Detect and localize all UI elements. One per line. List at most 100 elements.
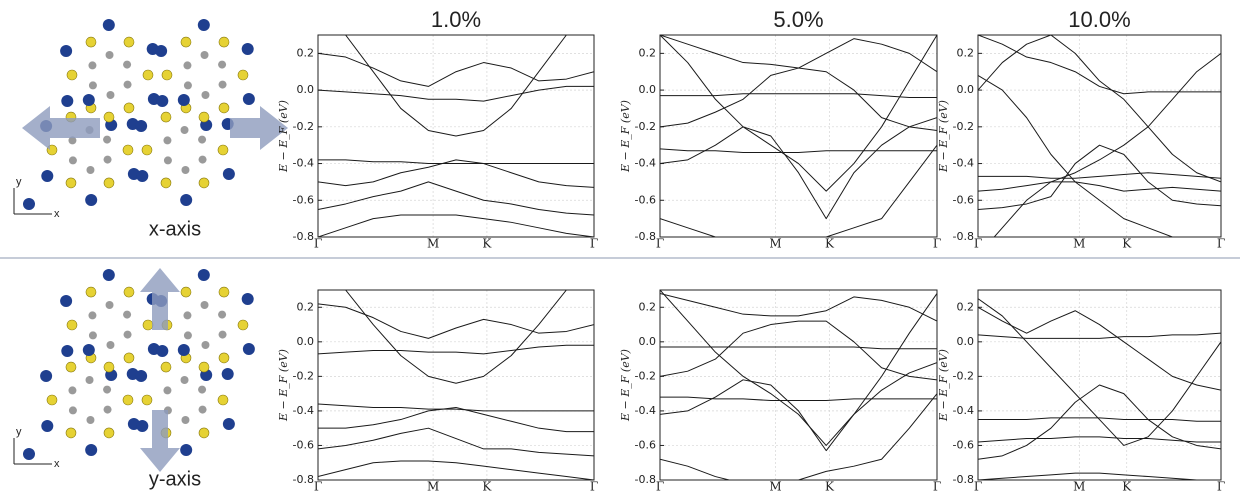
x-tick-label: Γ	[933, 237, 941, 251]
band-line	[978, 385, 1221, 459]
atom-c	[183, 311, 191, 319]
bands	[660, 290, 937, 483]
atom-c	[69, 156, 77, 164]
atom-metal	[40, 370, 52, 382]
bands	[660, 35, 937, 246]
y-tick-label: -0.2	[635, 369, 656, 382]
atom-metal	[83, 344, 95, 356]
panel: 0.20.0-0.2-0.4-0.6-0.8ΓMKΓ5.0%E − E_F (e…	[619, 7, 941, 251]
atom-s	[124, 103, 134, 113]
atom-metal	[41, 420, 53, 432]
atom-c	[183, 61, 191, 69]
band-line	[978, 299, 1221, 446]
atom-c	[184, 331, 192, 339]
atom-c	[88, 61, 96, 69]
atom-metal	[198, 269, 210, 281]
atom-metal	[156, 345, 168, 357]
atom-s	[142, 145, 152, 155]
band-line	[660, 394, 937, 484]
atom-metal	[103, 269, 115, 281]
band-line	[978, 173, 1221, 179]
atom-metal	[243, 343, 255, 355]
x-tick-label: M	[427, 480, 439, 494]
y-tick-label: -0.6	[293, 438, 314, 451]
atom-c	[124, 81, 132, 89]
atom-metal	[135, 370, 147, 382]
atom-metal	[223, 418, 235, 430]
y-tick-label: -0.8	[293, 230, 314, 243]
x-tick-label: Γ	[590, 480, 598, 494]
band-line	[318, 53, 594, 86]
atom-s	[219, 287, 229, 297]
x-tick-label: M	[1073, 480, 1085, 494]
band-line	[660, 290, 937, 445]
atom-c	[218, 311, 226, 319]
atom-s	[142, 395, 152, 405]
y-tick-label: 0.2	[639, 46, 657, 59]
plot-frame	[978, 35, 1221, 237]
band-line	[318, 461, 594, 480]
plot-frame	[318, 290, 594, 480]
y-tick-label: -0.8	[293, 473, 314, 486]
atom-s	[219, 353, 229, 363]
band-line	[660, 118, 937, 219]
atom-legend	[23, 198, 35, 210]
y-axis-label: E − E_F (eV)	[937, 349, 950, 422]
panel-title: 5.0%	[773, 7, 823, 32]
atom-s	[219, 103, 229, 113]
band-line	[318, 215, 594, 237]
atom-c	[181, 416, 189, 424]
band-line	[660, 347, 937, 349]
atom-metal	[198, 19, 210, 31]
atom-c	[164, 156, 172, 164]
atom-metal	[178, 344, 190, 356]
x-tick-label: Γ	[656, 480, 664, 494]
atom-s	[238, 320, 248, 330]
atom-metal	[222, 368, 234, 380]
y-tick-label: -0.4	[635, 157, 656, 170]
atom-c	[201, 51, 209, 59]
x-tick-label: Γ	[590, 237, 598, 251]
row-label: x-axis	[149, 218, 201, 240]
band-line	[978, 182, 1221, 191]
y-axis-label: E − E_F (eV)	[277, 349, 290, 422]
atom-s	[104, 112, 114, 122]
atom-legend	[23, 448, 35, 460]
atom-c	[199, 406, 207, 414]
band-line	[978, 75, 1221, 255]
atom-c	[218, 61, 226, 69]
y-tick-label: 0.2	[639, 300, 657, 313]
atom-s	[162, 70, 172, 80]
panel: 0.20.0-0.2-0.4-0.6-0.8ΓMKΓ10.0%E − E_F (…	[937, 7, 1225, 256]
atom-metal	[178, 94, 190, 106]
x-tick-label: Γ	[656, 237, 664, 251]
x-tick-label: M	[769, 237, 781, 251]
atom-s	[67, 320, 77, 330]
axis-x-label: x	[54, 208, 60, 220]
atom-s	[67, 70, 77, 80]
bands	[978, 35, 1221, 255]
atom-c	[201, 91, 209, 99]
atom-s	[219, 37, 229, 47]
atom-s	[86, 37, 96, 47]
axis-y-label: y	[16, 176, 22, 188]
atom-c	[181, 376, 189, 384]
atom-metal	[242, 293, 254, 305]
y-tick-label: -0.6	[953, 438, 974, 451]
atom-c	[219, 331, 227, 339]
atom-s	[143, 70, 153, 80]
atom-metal	[61, 345, 73, 357]
y-tick-label: 0.0	[297, 83, 315, 96]
atom-c	[69, 406, 77, 414]
y-axis-label: E − E_F (eV)	[619, 349, 632, 422]
atom-s	[124, 353, 134, 363]
strain-arrow	[140, 410, 180, 472]
atom-metal	[85, 444, 97, 456]
x-tick-label: Γ	[974, 480, 982, 494]
x-tick-label: M	[427, 237, 439, 251]
y-tick-label: -0.8	[953, 473, 974, 486]
y-tick-label: -0.6	[635, 438, 656, 451]
y-axis-label: E − E_F (eV)	[619, 100, 632, 173]
atom-c	[106, 301, 114, 309]
